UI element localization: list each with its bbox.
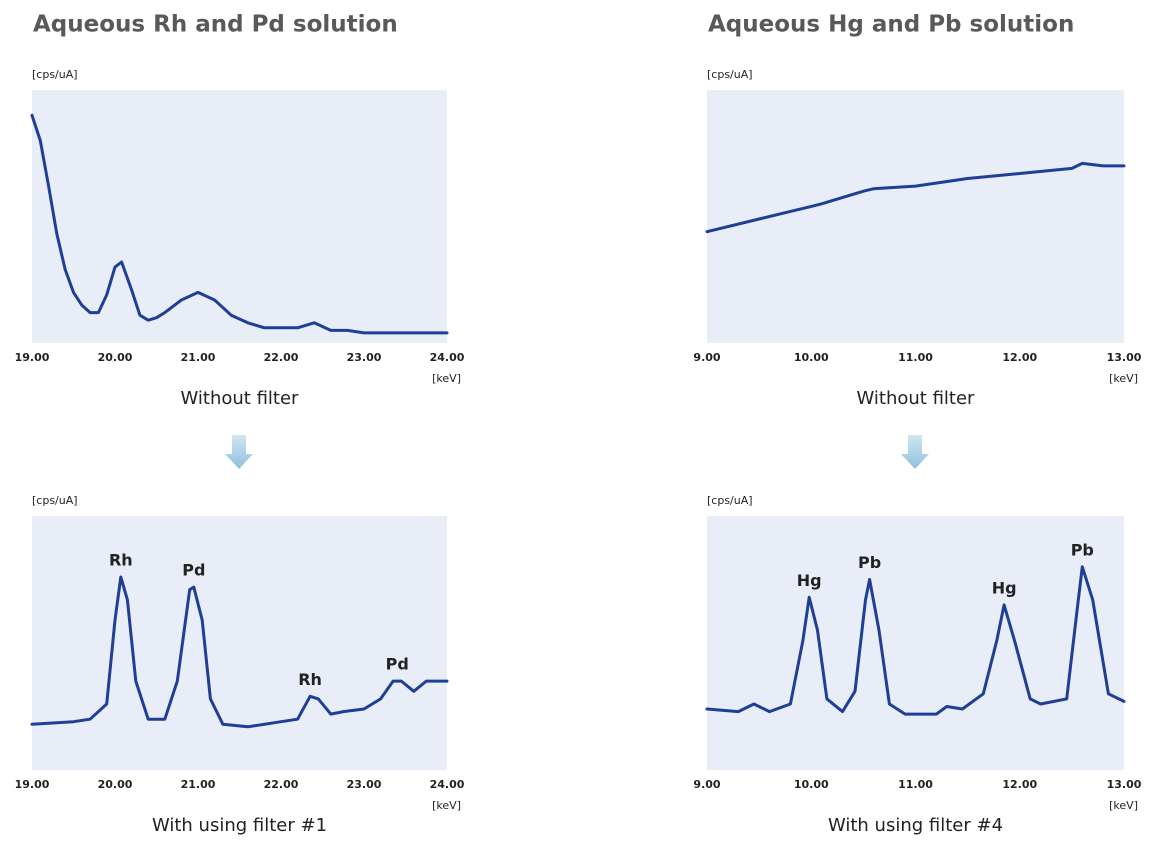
peak-label: Rh [109,550,133,569]
x-tick-label: 23.00 [347,778,382,791]
caption: Without filter [181,388,300,409]
plot-area [32,516,447,770]
panel-title: Aqueous Rh and Pd solution [33,12,398,38]
x-axis-label: [keV] [432,799,461,812]
x-tick-label: 20.00 [98,778,133,791]
x-tick-label: 13.00 [1107,778,1142,791]
panel-title: Aqueous Hg and Pb solution [708,12,1074,38]
x-tick-label: 9.00 [693,351,720,364]
plot-area [32,90,447,343]
peak-label: Pd [386,655,409,674]
x-tick-label: 22.00 [264,778,299,791]
y-axis-label: [cps/uA] [707,494,753,507]
x-tick-label: 12.00 [1002,778,1037,791]
peak-label: Pb [858,553,881,572]
peak-label: Hg [797,571,822,590]
x-axis-label: [keV] [432,372,461,385]
x-tick-label: 10.00 [794,778,829,791]
x-tick-label: 11.00 [898,778,933,791]
peak-label: Pb [1071,540,1094,559]
spectrum-line [705,565,1126,716]
x-tick-label: 23.00 [347,351,382,364]
peak-label: Hg [992,578,1017,597]
down-arrow [225,435,253,469]
x-tick-label: 13.00 [1107,351,1142,364]
x-tick-label: 20.00 [98,351,133,364]
caption: With using filter #4 [828,815,1003,836]
plot-area [707,516,1124,770]
x-axis-label: [keV] [1109,799,1138,812]
x-tick-label: 9.00 [693,778,720,791]
x-tick-label: 19.00 [15,351,50,364]
x-tick-label: 21.00 [181,778,216,791]
spectrum-line [705,161,1126,234]
plot-area [707,90,1124,343]
peak-label: Pd [182,561,205,580]
x-tick-label: 19.00 [15,778,50,791]
peak-label: Rh [298,670,322,689]
x-tick-label: 22.00 [264,351,299,364]
down-arrow [901,435,929,469]
x-axis-label: [keV] [1109,372,1138,385]
x-tick-label: 21.00 [181,351,216,364]
x-tick-label: 24.00 [430,778,465,791]
x-tick-label: 24.00 [430,351,465,364]
caption: With using filter #1 [152,815,327,836]
spectrum-line [30,575,449,729]
x-tick-label: 10.00 [794,351,829,364]
caption: Without filter [857,388,976,409]
x-tick-label: 12.00 [1002,351,1037,364]
y-axis-label: [cps/uA] [32,68,78,81]
x-tick-label: 11.00 [898,351,933,364]
spectrum-line [30,113,449,335]
y-axis-label: [cps/uA] [32,494,78,507]
y-axis-label: [cps/uA] [707,68,753,81]
